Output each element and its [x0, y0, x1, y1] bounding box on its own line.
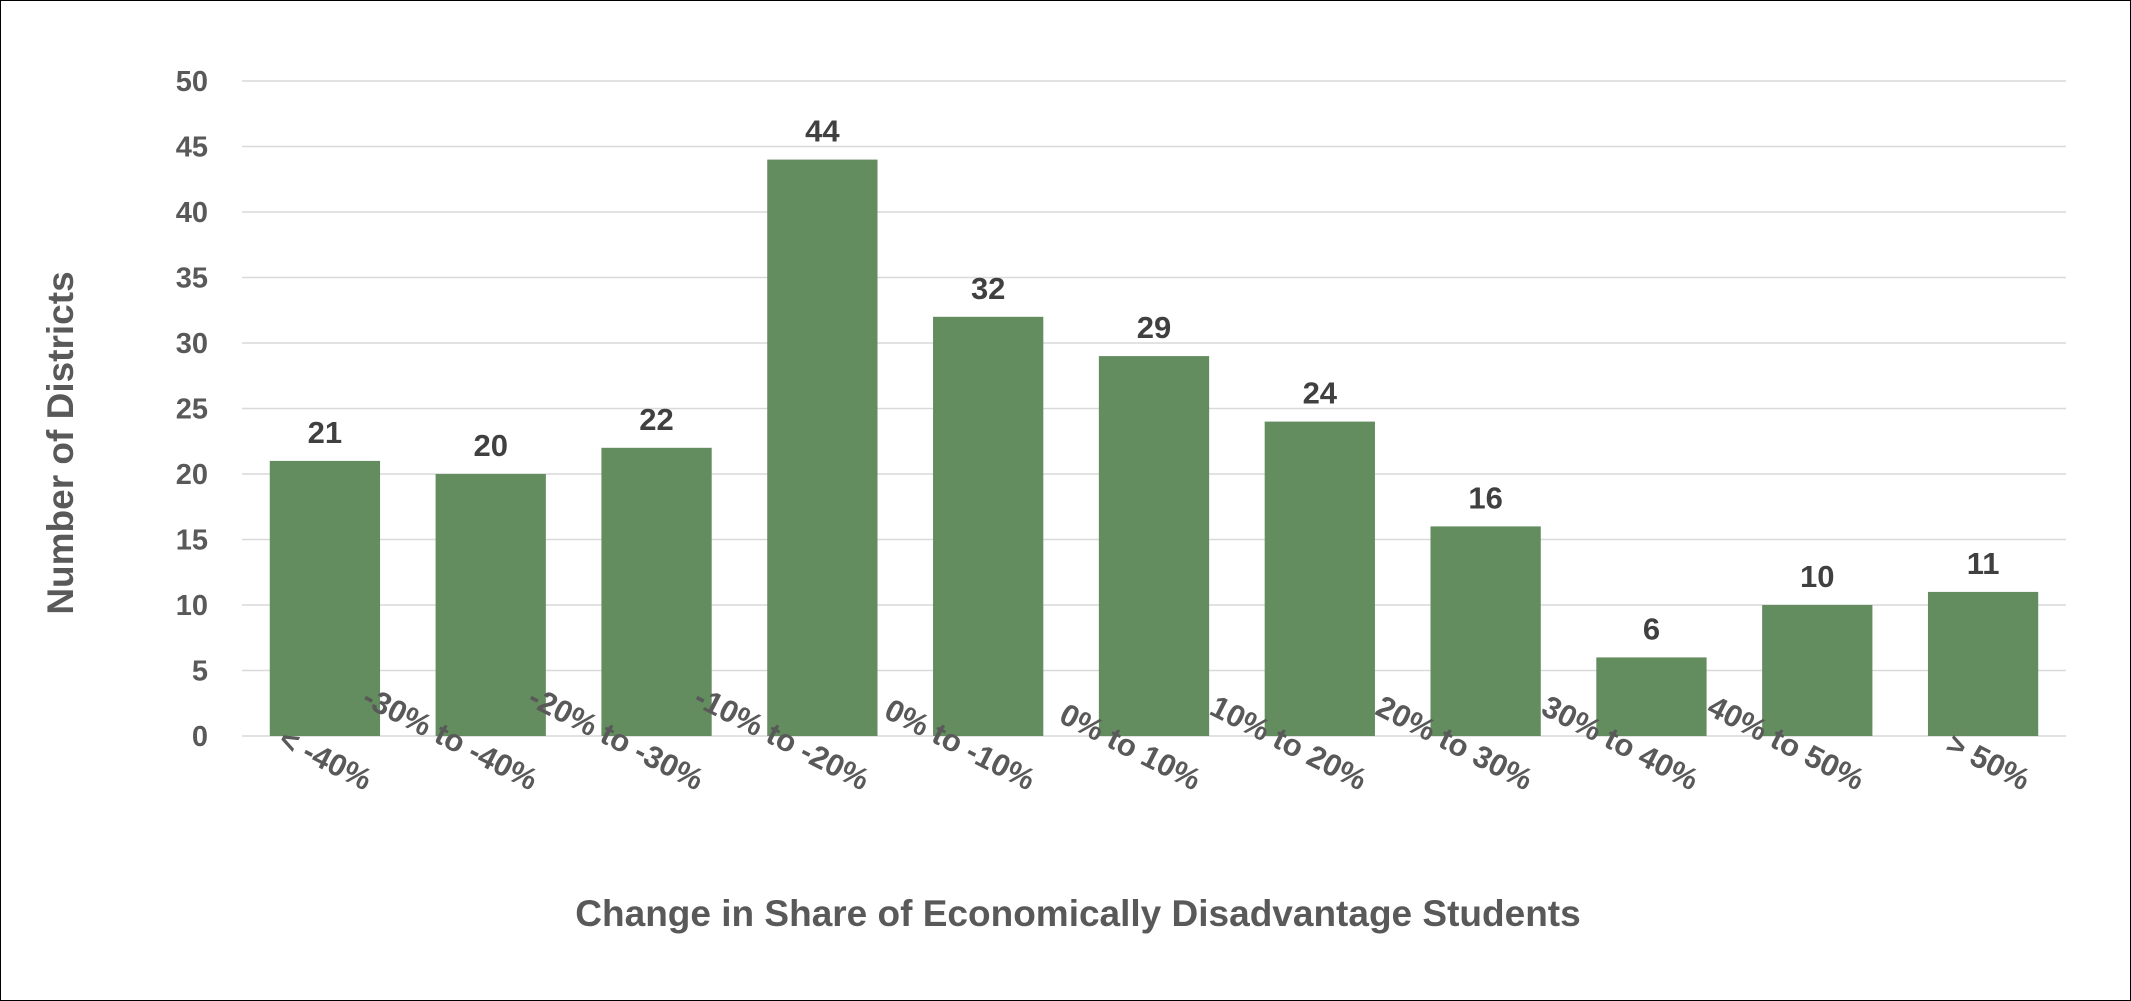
y-tick-label: 10 [176, 590, 208, 622]
y-tick-label: 50 [176, 66, 208, 98]
data-label: 16 [1468, 480, 1502, 515]
data-labels: 21 20 22 44 32 29 24 16 6 10 11 [308, 114, 2000, 647]
y-axis-title: Number of Districts [40, 271, 81, 614]
y-tick-label: 30 [176, 328, 208, 360]
data-label: 44 [805, 114, 840, 149]
bar [1927, 591, 2039, 736]
bar [269, 460, 381, 736]
y-tick-label: 45 [176, 132, 208, 164]
data-label: 10 [1800, 559, 1834, 594]
bar [1596, 657, 1707, 736]
data-label: 32 [971, 271, 1005, 306]
bars [269, 159, 2039, 737]
bar [767, 159, 878, 737]
y-tick-label: 40 [176, 197, 208, 229]
bar [1430, 526, 1541, 736]
bar [435, 474, 546, 736]
y-axis-ticks: 0 5 10 15 20 25 30 35 40 45 50 [176, 66, 208, 753]
data-label: 29 [1137, 310, 1171, 345]
bar [601, 447, 712, 736]
x-axis-title: Change in Share of Economically Disadvan… [575, 893, 1580, 934]
bar [1098, 356, 1210, 736]
data-label: 24 [1303, 376, 1338, 411]
y-tick-label: 5 [192, 656, 208, 688]
y-tick-label: 15 [176, 525, 208, 557]
bar [1762, 605, 1873, 736]
bar [1264, 421, 1375, 736]
y-tick-label: 25 [176, 394, 208, 426]
y-tick-label: 0 [192, 721, 208, 753]
data-label: 11 [1967, 546, 2000, 581]
bar [933, 316, 1044, 736]
data-label: 22 [639, 402, 673, 437]
data-label: 21 [308, 415, 342, 450]
y-tick-label: 35 [176, 263, 208, 295]
y-tick-label: 20 [176, 459, 208, 491]
data-label: 6 [1643, 611, 1660, 646]
data-label: 20 [473, 428, 507, 463]
